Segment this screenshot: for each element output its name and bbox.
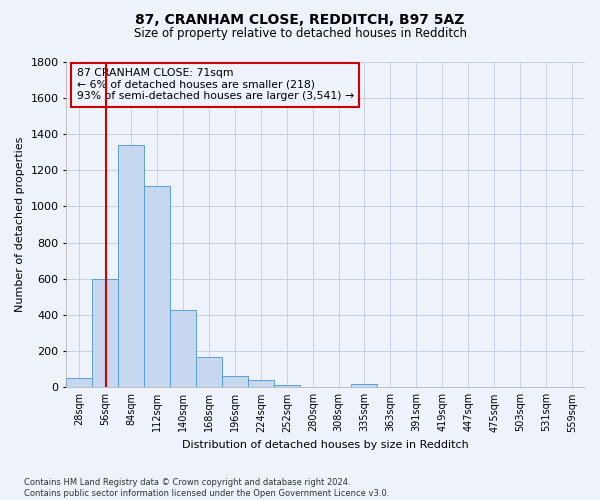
Bar [144, 186, 170, 388]
Text: 87 CRANHAM CLOSE: 71sqm
← 6% of detached houses are smaller (218)
93% of semi-de: 87 CRANHAM CLOSE: 71sqm ← 6% of detached… [77, 68, 354, 101]
Bar [92, 278, 118, 388]
Bar [351, 384, 377, 388]
Bar [274, 384, 300, 388]
Bar [118, 145, 144, 388]
X-axis label: Distribution of detached houses by size in Redditch: Distribution of detached houses by size … [182, 440, 469, 450]
Y-axis label: Number of detached properties: Number of detached properties [15, 136, 25, 312]
Bar [222, 376, 248, 388]
Bar [196, 356, 222, 388]
Bar [67, 378, 92, 388]
Text: Contains HM Land Registry data © Crown copyright and database right 2024.
Contai: Contains HM Land Registry data © Crown c… [24, 478, 389, 498]
Bar [170, 310, 196, 388]
Bar [248, 380, 274, 388]
Text: 87, CRANHAM CLOSE, REDDITCH, B97 5AZ: 87, CRANHAM CLOSE, REDDITCH, B97 5AZ [136, 12, 464, 26]
Text: Size of property relative to detached houses in Redditch: Size of property relative to detached ho… [133, 28, 467, 40]
